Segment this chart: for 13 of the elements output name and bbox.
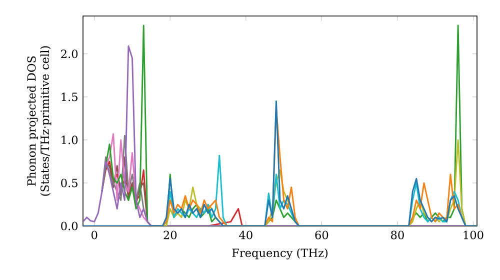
- y-tick-label: 0.0: [61, 222, 78, 230]
- x-axis-title: Frequency (THz): [232, 248, 328, 260]
- x-tick-label: 60: [315, 230, 328, 240]
- y-tick-label: 0.5: [61, 178, 78, 188]
- x-tick-label: 80: [391, 230, 404, 240]
- y-tick-label: 1.0: [62, 136, 78, 144]
- x-tick-label: 0: [92, 230, 98, 240]
- y-axis-title: Phonon projected DOS (States/THz·primitive cell): [27, 46, 52, 196]
- x-tick-label: 40: [239, 230, 252, 240]
- x-tick-label: 20: [164, 230, 177, 240]
- y-tick-label: 1.5: [62, 92, 78, 102]
- x-tick-label: 100: [464, 230, 484, 240]
- y-tick-label: 2.0: [61, 50, 78, 58]
